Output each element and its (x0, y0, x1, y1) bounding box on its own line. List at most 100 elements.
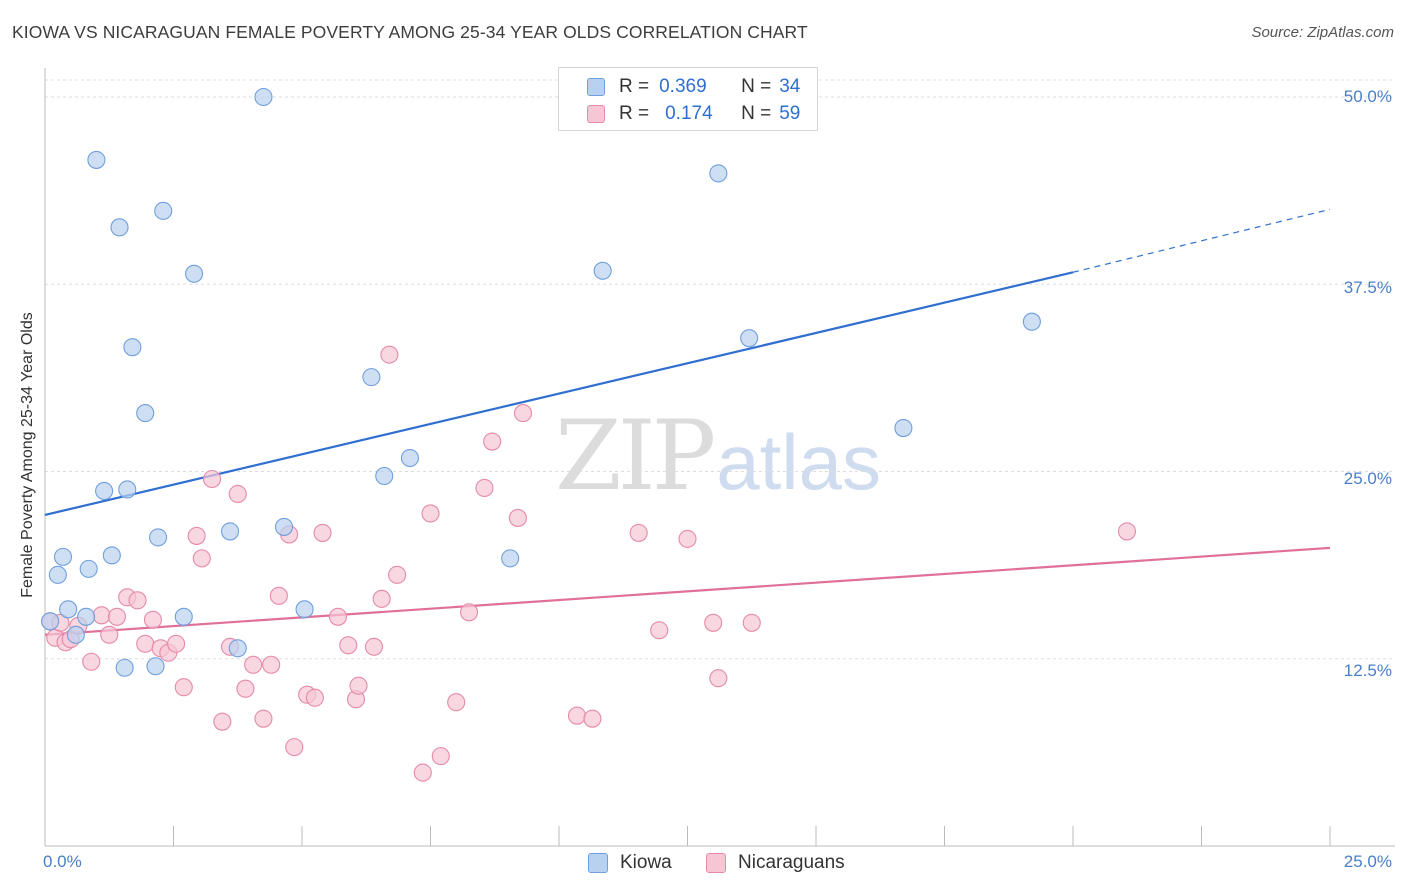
point-nicaraguans-53 (629, 523, 648, 542)
point-kiowa-33 (1022, 312, 1041, 331)
y-tick-label-50: 50.0% (1343, 87, 1392, 106)
trendline-kiowa-extrapolated (1072, 208, 1331, 273)
point-nicaraguans-13 (143, 610, 162, 629)
trend-layer (44, 208, 1331, 636)
point-kiowa-2 (53, 547, 73, 566)
point-kiowa-19 (185, 264, 204, 283)
point-kiowa-9 (102, 546, 121, 565)
point-kiowa-21 (228, 639, 247, 658)
point-nicaraguans-56 (704, 613, 723, 632)
point-kiowa-3 (59, 600, 78, 619)
point-nicaraguans-54 (650, 621, 669, 640)
point-nicaraguans-40 (380, 345, 399, 364)
legend-swatch-nicaraguans (587, 105, 605, 123)
point-kiowa-32 (894, 419, 913, 438)
point-nicaraguans-50 (513, 404, 533, 423)
point-kiowa-15 (146, 657, 165, 676)
point-kiowa-22 (254, 87, 273, 107)
point-nicaraguans-38 (364, 637, 384, 656)
point-kiowa-8 (95, 481, 114, 501)
point-kiowa-11 (115, 658, 134, 677)
point-nicaraguans-41 (388, 565, 407, 584)
point-kiowa-16 (149, 528, 168, 547)
point-kiowa-26 (375, 466, 394, 486)
point-layer (41, 87, 1137, 782)
point-nicaraguans-12 (136, 634, 155, 653)
point-nicaraguans-16 (167, 634, 186, 653)
bottom-legend-label-kiowa: Kiowa (620, 852, 672, 873)
point-nicaraguans-51 (567, 706, 587, 725)
point-kiowa-14 (136, 404, 155, 423)
point-nicaraguans-11 (128, 591, 147, 610)
legend-n-value-nicaraguans: 59 (779, 103, 801, 124)
point-nicaraguans-26 (254, 709, 273, 728)
correlation-legend: R = 0.369 N = 34 R = 0.174 N = 59 (558, 67, 818, 131)
legend-swatch-kiowa (587, 78, 605, 96)
point-nicaraguans-7 (92, 606, 111, 625)
y-tick-label-25: 25.0% (1343, 469, 1392, 488)
legend-row-nicaraguans: R = 0.174 N = 59 (587, 102, 800, 126)
point-nicaraguans-20 (203, 469, 222, 489)
point-kiowa-30 (709, 164, 728, 183)
point-nicaraguans-27 (262, 655, 281, 674)
point-kiowa-23 (274, 517, 294, 536)
point-nicaraguans-33 (313, 523, 332, 542)
point-nicaraguans-55 (678, 529, 697, 548)
point-nicaraguans-49 (508, 508, 527, 527)
point-nicaraguans-46 (459, 603, 479, 622)
chart-source: Source: ZipAtlas.com (1251, 24, 1394, 41)
legend-row-kiowa: R = 0.369 N = 34 (587, 75, 800, 99)
bottom-legend-swatch-kiowa (588, 853, 608, 873)
y-tick-label-37-5: 37.5% (1343, 278, 1392, 297)
point-kiowa-25 (362, 368, 381, 387)
y-tick-label-12-5: 12.5% (1343, 661, 1392, 680)
point-kiowa-18 (174, 607, 193, 626)
legend-n-label: N = (741, 103, 772, 124)
point-kiowa-4 (66, 625, 85, 644)
legend-r-label: R = (619, 76, 650, 97)
point-nicaraguans-8 (100, 625, 119, 644)
point-nicaraguans-47 (475, 478, 494, 498)
axis-layer (44, 68, 1395, 847)
point-nicaraguans-45 (447, 693, 466, 712)
point-kiowa-7 (87, 150, 106, 169)
legend-r-label: R = (619, 103, 650, 124)
legend-n-value-kiowa: 34 (779, 76, 801, 97)
x-tick-label-0: 0.0% (43, 852, 82, 871)
point-nicaraguans-32 (305, 688, 324, 707)
point-kiowa-27 (400, 448, 419, 468)
point-nicaraguans-21 (213, 712, 232, 731)
point-nicaraguans-30 (285, 738, 304, 757)
point-nicaraguans-37 (349, 676, 368, 695)
point-nicaraguans-57 (709, 669, 728, 688)
point-kiowa-17 (154, 201, 173, 220)
legend-r-value-nicaraguans: 0.174 (665, 103, 713, 124)
bottom-legend-nicaraguans: Nicaraguans (706, 852, 845, 874)
point-kiowa-12 (118, 480, 137, 499)
trendline-nicaraguans (44, 546, 1331, 636)
point-nicaraguans-39 (372, 589, 391, 608)
point-nicaraguans-59 (1117, 522, 1137, 541)
point-nicaraguans-52 (583, 709, 602, 728)
point-kiowa-20 (220, 522, 240, 541)
point-nicaraguans-58 (742, 613, 761, 632)
point-nicaraguans-19 (192, 549, 211, 568)
chart-title: KIOWA VS NICARAGUAN FEMALE POVERTY AMONG… (12, 22, 808, 42)
legend-r-value-kiowa: 0.369 (659, 76, 707, 97)
bottom-legend-kiowa: Kiowa (588, 852, 672, 874)
point-nicaraguans-9 (107, 607, 127, 626)
point-nicaraguans-28 (269, 586, 288, 605)
point-kiowa-24 (295, 600, 314, 619)
legend-n-label: N = (741, 76, 772, 97)
point-kiowa-10 (110, 218, 129, 237)
point-nicaraguans-34 (328, 607, 348, 626)
point-nicaraguans-6 (82, 652, 101, 671)
point-kiowa-29 (593, 261, 612, 280)
point-nicaraguans-35 (339, 636, 358, 655)
trendline-kiowa (44, 271, 1074, 517)
point-kiowa-5 (77, 607, 96, 626)
bottom-legend-label-nicaraguans: Nicaraguans (738, 852, 845, 873)
point-kiowa-28 (501, 549, 520, 568)
